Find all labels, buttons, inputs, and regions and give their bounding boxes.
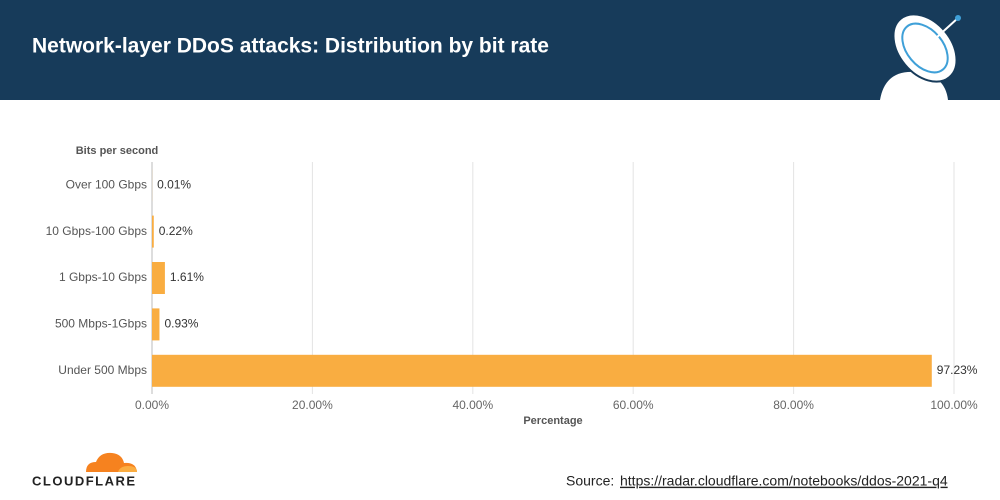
chart-title: Network-layer DDoS attacks: Distribution… — [32, 35, 549, 58]
y-tick-label: 10 Gbps-100 Gbps — [46, 224, 147, 238]
bar — [152, 308, 160, 341]
dish-icon — [880, 13, 961, 100]
x-tick-label: 40.00% — [452, 398, 493, 412]
bar — [152, 215, 154, 248]
header-band — [0, 0, 1000, 100]
source-link[interactable]: https://radar.cloudflare.com/notebooks/d… — [620, 473, 948, 489]
value-label: 1.61% — [170, 270, 204, 284]
bar — [152, 262, 165, 294]
value-label: 97.23% — [937, 363, 978, 377]
x-axis-title: Percentage — [523, 415, 582, 427]
y-tick-label: 500 Mbps-1Gbps — [55, 317, 147, 331]
source-label: Source: — [566, 473, 614, 489]
brand-name: CLOUDFLARE — [32, 473, 137, 488]
x-tick-label: 0.00% — [135, 398, 169, 412]
value-label: 0.93% — [164, 317, 198, 331]
y-tick-label: Over 100 Gbps — [66, 177, 147, 191]
value-label: 0.22% — [159, 224, 193, 238]
value-label: 0.01% — [157, 177, 191, 191]
y-tick-label: Under 500 Mbps — [58, 363, 147, 377]
brand-logo — [86, 452, 137, 472]
y-tick-label: 1 Gbps-10 Gbps — [59, 270, 147, 284]
x-tick-label: 60.00% — [613, 398, 654, 412]
y-axis-title: Bits per second — [76, 145, 159, 157]
bar — [152, 354, 932, 387]
x-tick-label: 100.00% — [930, 398, 978, 412]
x-tick-label: 80.00% — [773, 398, 814, 412]
x-tick-label: 20.00% — [292, 398, 333, 412]
